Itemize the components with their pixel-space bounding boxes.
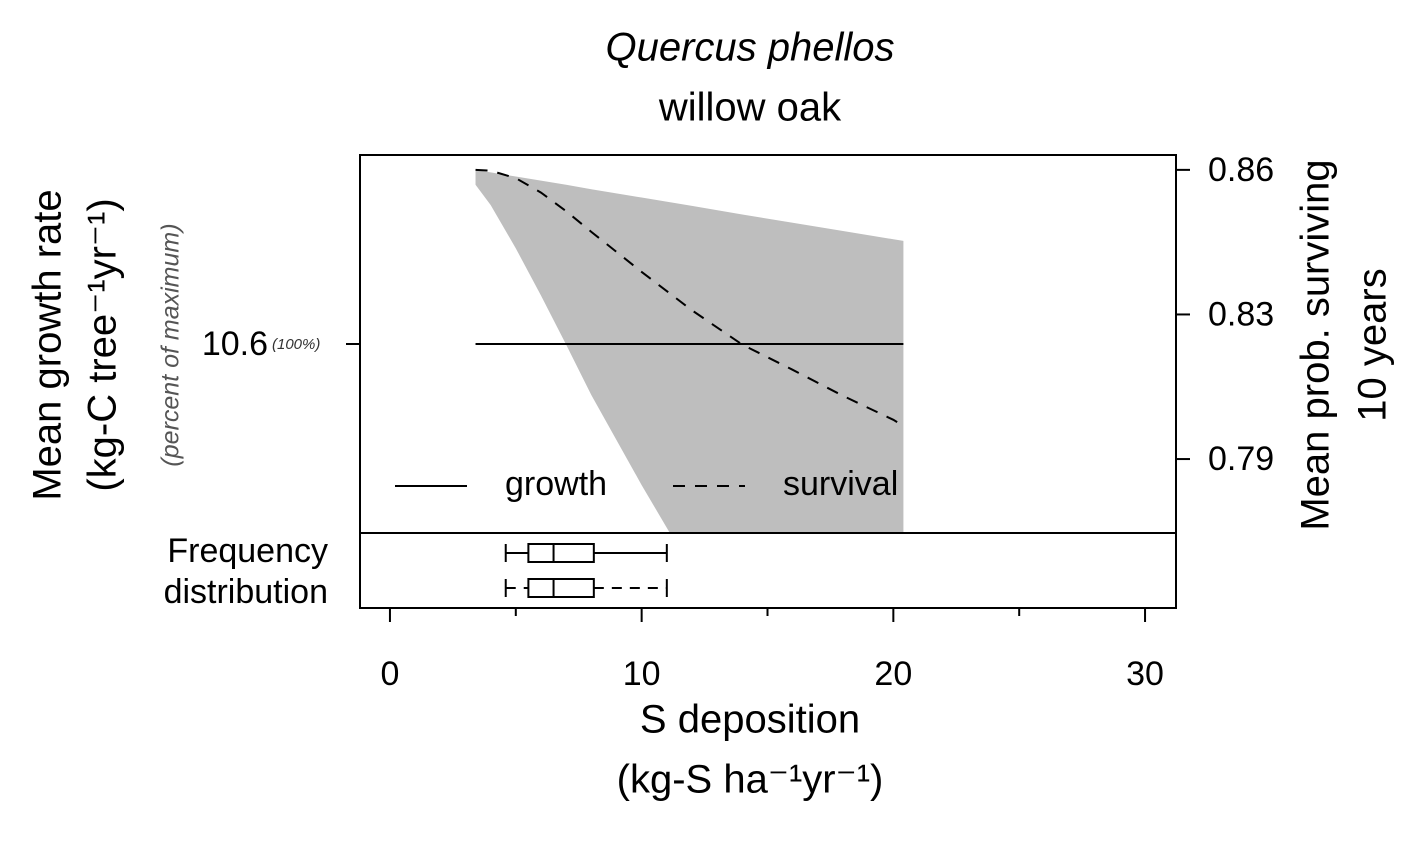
x-tick-label: 30	[1126, 655, 1164, 693]
box-panel-frame	[359, 532, 1177, 609]
y-axis-label: Mean growth rate	[26, 189, 70, 500]
series-line	[475, 168, 904, 427]
chart-title: Quercus phellos	[605, 26, 894, 70]
x-axis-label: S deposition	[640, 698, 860, 742]
y2-tick-label: 0.83	[1208, 295, 1274, 333]
x-axis-label: (kg-S ha⁻¹yr⁻¹)	[617, 758, 884, 802]
confidence-band	[475, 169, 904, 533]
y-axis-label: (kg-C tree⁻¹yr⁻¹)	[81, 198, 125, 491]
y-axis-note: (percent of maximum)	[157, 223, 185, 466]
y-tick-note: (100%)	[272, 336, 320, 353]
x-tick-label: 0	[380, 655, 399, 693]
box-panel-label: distribution	[164, 573, 328, 611]
y2-tick-label: 0.79	[1208, 440, 1274, 478]
x-tick-label: 10	[623, 655, 661, 693]
legend-label: growth	[505, 465, 607, 503]
x-tick-label: 20	[874, 655, 912, 693]
box	[527, 578, 595, 598]
box	[527, 543, 595, 563]
box-panel-label: Frequency	[167, 532, 328, 570]
y2-axis-label: 10 years	[1351, 268, 1395, 421]
y-tick-label: 10.6	[202, 325, 268, 363]
chart-subtitle: willow oak	[658, 86, 842, 130]
y2-tick-label: 0.86	[1208, 151, 1274, 189]
y2-axis-label: Mean prob. surviving	[1294, 159, 1338, 530]
legend-label: survival	[783, 465, 898, 503]
